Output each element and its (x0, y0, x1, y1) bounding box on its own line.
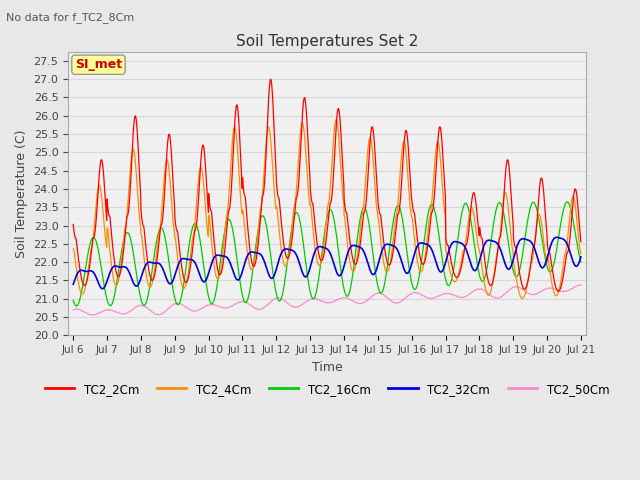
TC2_4Cm (239, 208, 247, 214)
TC2_16Cm (72, 303, 80, 309)
TC2_32Cm (170, 275, 178, 280)
TC2_4Cm (69, 245, 77, 251)
TC2_2Cm (239, 180, 247, 186)
TC2_16Cm (577, 259, 585, 265)
TC2_2Cm (554, 288, 562, 294)
TC2_50Cm (472, 287, 480, 293)
X-axis label: Time: Time (312, 360, 342, 373)
TC2_4Cm (406, 199, 413, 205)
TC2_16Cm (239, 296, 247, 301)
TC2_2Cm (69, 222, 77, 228)
Text: No data for f_TC2_8Cm: No data for f_TC2_8Cm (6, 12, 134, 23)
Line: TC2_32Cm: TC2_32Cm (73, 237, 581, 289)
TC2_2Cm (517, 277, 525, 283)
TC2_32Cm (577, 254, 585, 260)
Line: TC2_16Cm: TC2_16Cm (73, 202, 581, 306)
TC2_16Cm (69, 298, 77, 303)
TC2_4Cm (332, 117, 340, 122)
TC2_2Cm (267, 76, 275, 82)
TC2_50Cm (406, 291, 413, 297)
TC2_2Cm (577, 239, 585, 244)
Line: TC2_50Cm: TC2_50Cm (73, 285, 581, 315)
TC2_32Cm (472, 267, 480, 273)
TC2_4Cm (182, 281, 190, 287)
TC2_50Cm (517, 286, 525, 291)
TC2_32Cm (406, 267, 413, 273)
TC2_4Cm (170, 225, 178, 231)
TC2_2Cm (170, 192, 178, 197)
TC2_16Cm (517, 261, 525, 267)
TC2_16Cm (563, 199, 571, 205)
TC2_4Cm (518, 296, 526, 301)
TC2_4Cm (577, 251, 585, 257)
TC2_32Cm (553, 234, 561, 240)
Legend: TC2_2Cm, TC2_4Cm, TC2_16Cm, TC2_32Cm, TC2_50Cm: TC2_2Cm, TC2_4Cm, TC2_16Cm, TC2_32Cm, TC… (40, 378, 614, 400)
TC2_16Cm (170, 292, 178, 298)
TC2_32Cm (182, 256, 190, 262)
TC2_50Cm (69, 307, 77, 312)
TC2_32Cm (99, 286, 106, 292)
TC2_50Cm (89, 312, 97, 318)
Title: Soil Temperatures Set 2: Soil Temperatures Set 2 (236, 34, 419, 49)
TC2_16Cm (472, 254, 480, 260)
TC2_32Cm (69, 281, 77, 287)
Y-axis label: Soil Temperature (C): Soil Temperature (C) (15, 129, 28, 258)
TC2_50Cm (170, 301, 178, 307)
TC2_50Cm (577, 282, 585, 288)
TC2_32Cm (517, 237, 525, 242)
Text: SI_met: SI_met (75, 58, 122, 71)
TC2_2Cm (182, 280, 190, 286)
TC2_4Cm (472, 229, 480, 235)
Line: TC2_2Cm: TC2_2Cm (73, 79, 581, 291)
TC2_16Cm (406, 270, 413, 276)
TC2_50Cm (239, 299, 247, 304)
TC2_2Cm (472, 202, 480, 207)
TC2_50Cm (182, 305, 190, 311)
TC2_50Cm (577, 282, 584, 288)
Line: TC2_4Cm: TC2_4Cm (73, 120, 581, 299)
TC2_2Cm (406, 168, 413, 174)
TC2_4Cm (517, 294, 525, 300)
TC2_32Cm (239, 265, 247, 271)
TC2_16Cm (182, 261, 190, 267)
